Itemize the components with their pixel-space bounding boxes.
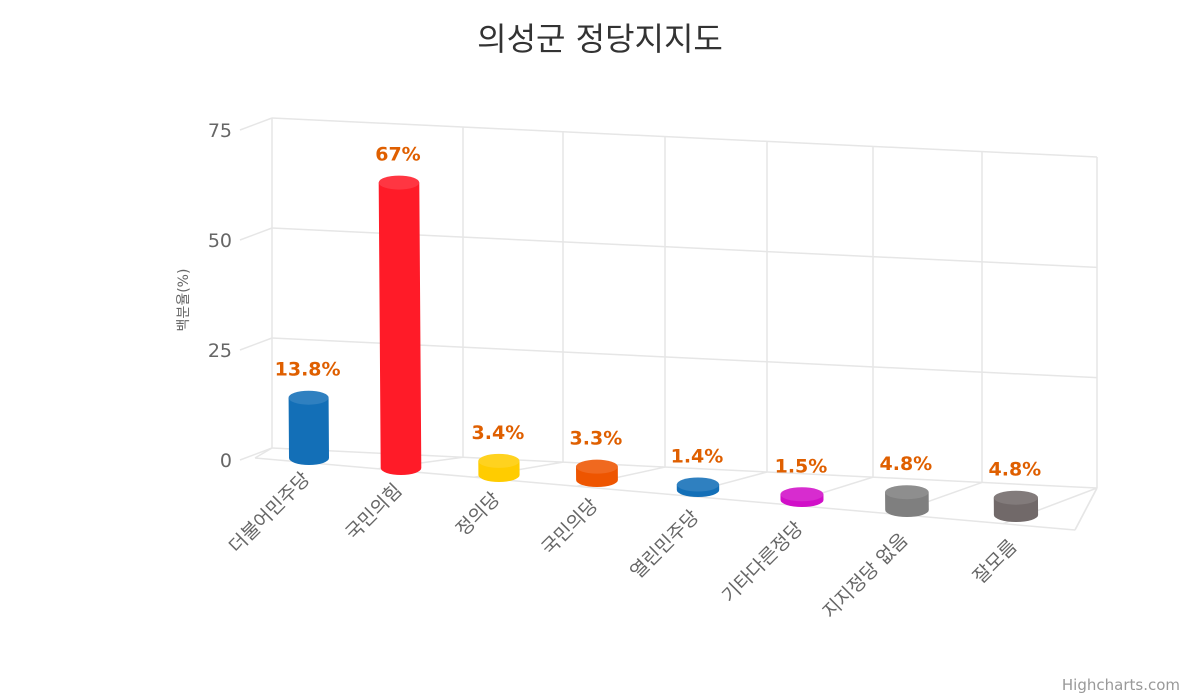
data-label: 67% [375,144,420,166]
credits-link[interactable]: Highcharts.com [1062,676,1180,694]
y-tick-label: 50 [208,230,232,252]
bar-5[interactable] [780,487,824,507]
bar-top [993,490,1038,505]
bar-4[interactable] [676,477,720,498]
bar-0[interactable] [288,390,329,465]
y-axis-title: 백분율(%) [176,269,192,332]
bar-body [885,492,929,517]
bar-top [780,487,824,502]
bars [288,175,1039,522]
grid [239,117,1098,531]
bar-body [288,397,329,465]
floor-right-edge [1074,487,1098,531]
y-axis-ticks: 0 25 50 75 [208,120,232,472]
bar-7[interactable] [993,490,1039,522]
side-gridline [239,447,273,461]
gridline [271,117,1098,158]
x-tick-label: 국민의당 [538,494,603,559]
data-label: 3.4% [472,422,525,444]
side-gridline [239,117,273,131]
side-gridline [239,227,273,241]
data-label: 3.3% [570,428,623,450]
y-tick-label: 0 [220,450,232,472]
bar-3[interactable] [576,459,618,487]
bar-body [378,182,422,475]
x-tick-label: 정의당 [452,488,505,541]
bar-top [576,459,618,474]
bar-top [478,453,520,468]
x-tick-label: 열린민주당 [626,506,703,583]
x-tick-label: 지지정당 없음 [819,529,913,623]
floor-gridline [254,447,273,459]
bar-2[interactable] [478,453,520,482]
side-gridline [239,337,273,351]
data-label: 1.5% [775,455,828,477]
bar-1[interactable] [378,175,422,475]
data-label: 1.4% [671,445,724,467]
data-labels: 13.8% 67% 3.4% 3.3% 1.4% 1.5% 4.8% 4.8% [275,144,1042,481]
chart-title: 의성군 정당지지도 [477,20,723,58]
bar-top [378,175,420,190]
bar-6[interactable] [885,485,929,517]
y-tick-label: 25 [208,340,232,362]
bar-top [676,477,720,492]
bar-top [885,485,929,500]
x-tick-label: 잘모름 [969,535,1022,588]
x-tick-label: 기타다른정당 [718,517,808,607]
data-label: 4.8% [989,459,1042,481]
y-tick-label: 75 [208,120,232,142]
data-label: 13.8% [275,359,341,381]
bar-top [288,390,329,405]
data-label: 4.8% [880,453,933,475]
x-tick-label: 국민의힘 [342,479,407,544]
x-tick-label: 더불어민주당 [225,468,315,558]
